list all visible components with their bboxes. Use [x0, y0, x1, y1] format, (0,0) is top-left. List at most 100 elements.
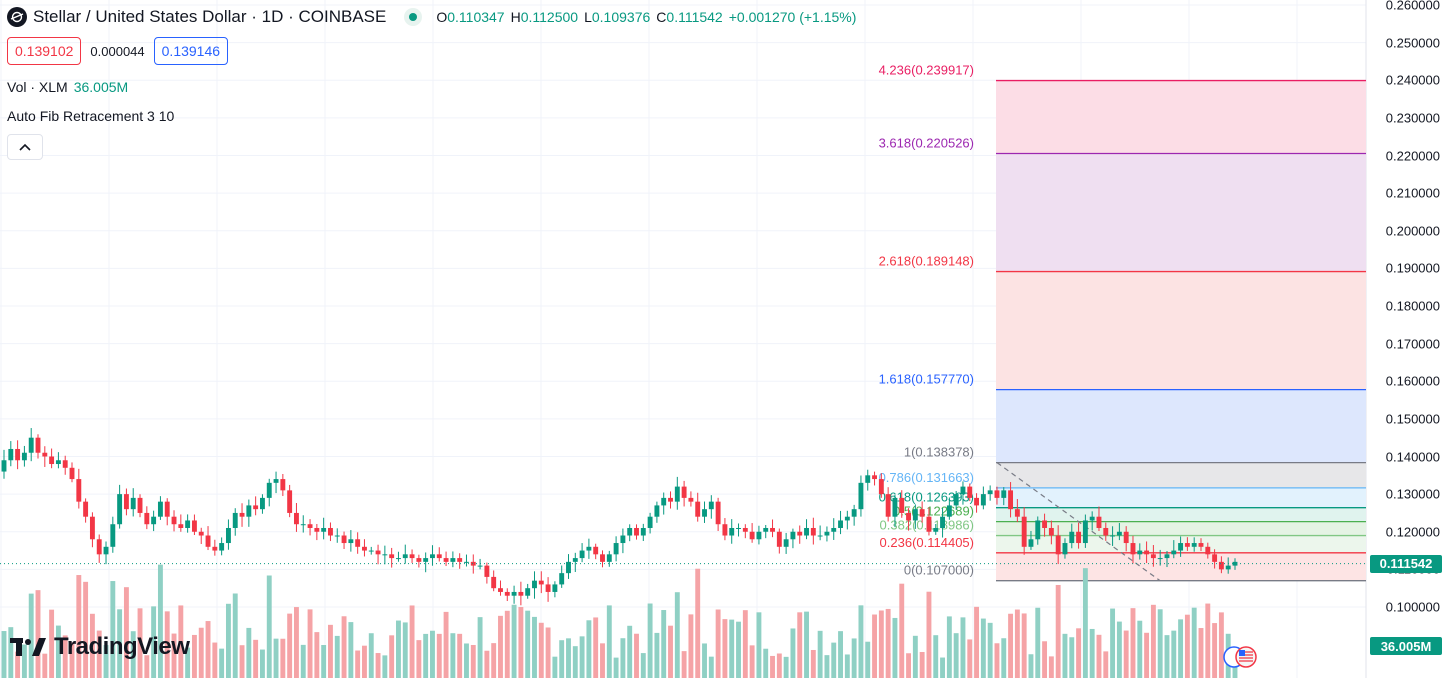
- candle[interactable]: [1035, 520, 1041, 540]
- candle[interactable]: [225, 527, 231, 544]
- candle[interactable]: [348, 539, 354, 544]
- candle[interactable]: [763, 527, 769, 532]
- candle[interactable]: [518, 591, 524, 596]
- candle[interactable]: [1, 460, 7, 472]
- candle[interactable]: [49, 456, 55, 465]
- candle[interactable]: [674, 486, 680, 502]
- candle[interactable]: [219, 543, 225, 551]
- candle[interactable]: [885, 494, 891, 517]
- candle[interactable]: [1198, 543, 1204, 547]
- candle[interactable]: [314, 527, 320, 532]
- candle[interactable]: [838, 520, 843, 528]
- candle[interactable]: [341, 535, 347, 544]
- candle[interactable]: [708, 501, 714, 510]
- candle[interactable]: [396, 558, 401, 560]
- candle[interactable]: [586, 546, 592, 551]
- candle[interactable]: [504, 591, 510, 596]
- candle[interactable]: [382, 554, 388, 556]
- candle[interactable]: [994, 490, 1000, 498]
- candle[interactable]: [613, 543, 619, 555]
- candle[interactable]: [654, 505, 660, 517]
- candle[interactable]: [967, 486, 973, 498]
- candle[interactable]: [634, 527, 639, 536]
- candle[interactable]: [647, 516, 653, 528]
- candle[interactable]: [8, 448, 14, 461]
- candle[interactable]: [259, 497, 265, 510]
- sell-price-button[interactable]: 0.139102: [7, 37, 82, 65]
- candle[interactable]: [103, 546, 109, 555]
- candle[interactable]: [1191, 543, 1197, 547]
- candle[interactable]: [702, 509, 707, 517]
- candle[interactable]: [144, 512, 150, 525]
- candle[interactable]: [1123, 531, 1129, 544]
- candle[interactable]: [1008, 490, 1014, 510]
- candle[interactable]: [878, 479, 884, 495]
- candle[interactable]: [1205, 546, 1211, 555]
- candle[interactable]: [872, 475, 877, 480]
- candle[interactable]: [1225, 565, 1231, 570]
- candle[interactable]: [21, 452, 27, 461]
- candle[interactable]: [83, 501, 89, 517]
- candle[interactable]: [300, 524, 306, 526]
- candle[interactable]: [953, 494, 959, 506]
- candle[interactable]: [552, 584, 558, 592]
- candle[interactable]: [436, 554, 442, 559]
- candle[interactable]: [579, 550, 585, 559]
- candle[interactable]: [892, 497, 898, 517]
- candle[interactable]: [307, 524, 313, 528]
- candle[interactable]: [776, 531, 782, 547]
- flag-icon[interactable]: [1222, 645, 1258, 669]
- candle[interactable]: [865, 475, 871, 483]
- candle[interactable]: [1021, 516, 1027, 547]
- candle[interactable]: [287, 490, 293, 513]
- candle[interactable]: [137, 497, 143, 513]
- candle[interactable]: [742, 527, 748, 532]
- candle[interactable]: [35, 437, 41, 453]
- candle[interactable]: [375, 550, 381, 555]
- candle[interactable]: [681, 486, 687, 498]
- candle[interactable]: [1042, 520, 1048, 528]
- candle[interactable]: [117, 494, 123, 525]
- candle[interactable]: [722, 524, 728, 536]
- candle[interactable]: [627, 527, 633, 536]
- candle[interactable]: [1150, 554, 1156, 559]
- candle[interactable]: [1076, 531, 1082, 544]
- candle[interactable]: [110, 524, 116, 547]
- candle[interactable]: [464, 561, 469, 563]
- candle[interactable]: [770, 527, 775, 532]
- candle[interactable]: [157, 501, 163, 517]
- candle[interactable]: [416, 558, 422, 562]
- candle[interactable]: [178, 524, 184, 528]
- candle[interactable]: [736, 527, 741, 529]
- candle[interactable]: [946, 505, 952, 517]
- candle[interactable]: [62, 460, 68, 468]
- candle[interactable]: [362, 546, 367, 551]
- candle[interactable]: [1164, 554, 1170, 559]
- candle[interactable]: [1130, 543, 1136, 555]
- candle[interactable]: [1082, 520, 1088, 544]
- candle[interactable]: [334, 535, 340, 537]
- candle[interactable]: [912, 509, 918, 521]
- candle[interactable]: [919, 509, 925, 517]
- candle[interactable]: [1103, 527, 1109, 536]
- candle[interactable]: [1089, 516, 1095, 521]
- candle[interactable]: [28, 437, 34, 453]
- candle[interactable]: [409, 554, 415, 559]
- candle[interactable]: [640, 527, 646, 536]
- candle[interactable]: [293, 512, 299, 525]
- candle[interactable]: [253, 505, 259, 510]
- candle[interactable]: [123, 494, 129, 510]
- candle[interactable]: [266, 482, 272, 498]
- candle[interactable]: [430, 554, 435, 559]
- candle[interactable]: [600, 554, 605, 562]
- candle[interactable]: [572, 558, 578, 562]
- candle[interactable]: [940, 516, 946, 528]
- candle[interactable]: [1218, 561, 1224, 570]
- candle[interactable]: [1137, 550, 1143, 555]
- candle[interactable]: [69, 467, 75, 480]
- collapse-legend-button[interactable]: [7, 134, 43, 160]
- candle[interactable]: [797, 531, 803, 536]
- candle[interactable]: [810, 527, 816, 536]
- tradingview-logo[interactable]: TradingView: [10, 633, 190, 661]
- candle[interactable]: [151, 516, 157, 525]
